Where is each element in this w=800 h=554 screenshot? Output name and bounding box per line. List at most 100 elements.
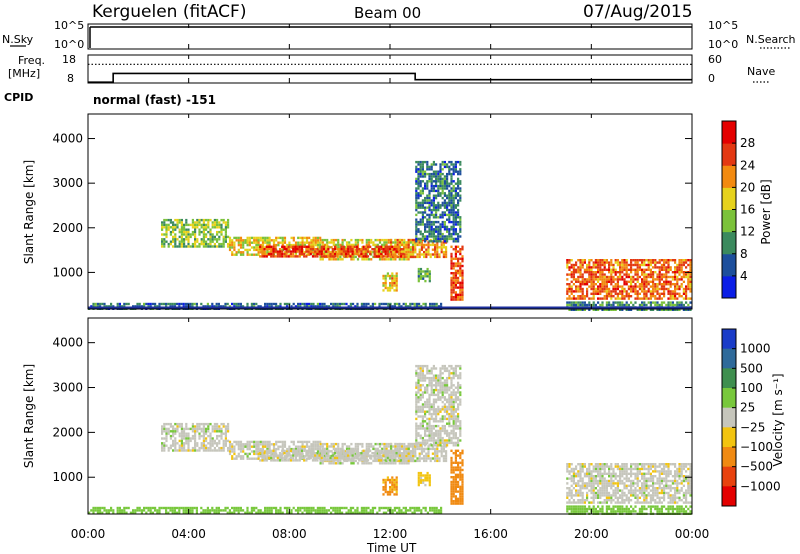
velocity-cell (384, 452, 387, 455)
velocity-cell (643, 467, 646, 471)
velocity-cell (310, 443, 313, 446)
velocity-cell (218, 434, 221, 438)
power-cell (454, 218, 457, 221)
power-cell (417, 272, 420, 276)
velocity-cell (185, 449, 188, 452)
power-cell (213, 223, 216, 227)
power-cell (448, 160, 451, 164)
velocity-cell (327, 452, 330, 455)
velocity-cell (191, 446, 194, 450)
velocity-cell (213, 427, 216, 431)
velocity-cell (276, 459, 279, 462)
power-cell (448, 237, 451, 241)
power-cell (459, 274, 462, 277)
velocity-cell (616, 484, 619, 487)
velocity-cell (270, 449, 273, 452)
power-cell (424, 175, 427, 178)
power-cell (605, 301, 608, 304)
velocity-cell (570, 491, 573, 495)
power-cell (459, 296, 462, 299)
velocity-cell (277, 440, 280, 444)
power-cell (445, 250, 448, 254)
power-cell (669, 266, 672, 269)
velocity-cell (616, 499, 619, 502)
velocity-cell (255, 452, 258, 456)
velocity-cell (436, 457, 439, 460)
power-cell (189, 245, 192, 248)
power-cell (376, 243, 379, 247)
velocity-cell (353, 456, 356, 460)
power-cell (649, 308, 652, 311)
power-cell (459, 225, 462, 229)
power-cell (450, 264, 453, 268)
power-cell (430, 240, 433, 243)
power-cell (621, 301, 624, 304)
power-cell (436, 246, 439, 249)
power-cell (160, 302, 163, 306)
power-cell (634, 273, 637, 276)
power-cell (257, 243, 260, 247)
power-cell (575, 308, 578, 311)
velocity-cell (634, 496, 637, 499)
power-cell (461, 281, 464, 284)
power-cell (428, 208, 431, 212)
power-cell (407, 238, 410, 242)
velocity-cell (209, 449, 212, 452)
power-cell (322, 252, 326, 256)
power-cell (452, 240, 455, 243)
power-cell (178, 230, 181, 234)
velocity-cell (608, 479, 611, 483)
power-cell (227, 245, 230, 248)
velocity-cell (588, 482, 591, 485)
power-cell (281, 245, 284, 248)
power-cell (412, 246, 415, 249)
power-cell (367, 302, 370, 306)
velocity-cell (331, 452, 334, 455)
velocity-cell (459, 473, 462, 476)
velocity-cell (163, 449, 166, 452)
power-cell (634, 261, 637, 264)
velocity-cell (641, 484, 644, 487)
power-cell (424, 170, 427, 173)
power-cell (355, 245, 359, 248)
velocity-cell (289, 449, 293, 452)
velocity-cell (457, 454, 460, 457)
power-cell (382, 248, 385, 251)
power-cell (441, 192, 444, 195)
power-cell (461, 291, 464, 294)
power-cell (421, 163, 424, 166)
velocity-cell (327, 459, 330, 462)
velocity-cell (330, 462, 333, 465)
velocity-cell (321, 447, 324, 451)
power-cell (446, 206, 449, 209)
power-cell (437, 204, 440, 207)
y-tick-label: 1000 (52, 265, 83, 279)
velocity-cell (409, 450, 412, 453)
velocity-cell (348, 445, 351, 448)
power-cell (409, 255, 412, 259)
velocity-cell (590, 484, 593, 487)
power-cell (222, 240, 225, 243)
velocity-cell (412, 445, 415, 448)
velocity-cell (438, 457, 441, 460)
power-cell (373, 250, 376, 253)
power-cell (443, 235, 446, 238)
velocity-cell (278, 456, 282, 460)
power-cell (303, 302, 306, 306)
velocity-cell (344, 456, 348, 460)
power-cell (218, 235, 221, 239)
power-cell (270, 245, 273, 248)
power-cell (457, 204, 460, 207)
power-cell (568, 295, 571, 298)
power-cell (233, 305, 236, 308)
power-cell (603, 261, 606, 264)
power-cell (443, 237, 446, 241)
velocity-cell (630, 482, 633, 485)
velocity-cell (570, 477, 573, 480)
power-cell (279, 241, 282, 244)
power-cell (448, 213, 451, 217)
power-cell (457, 257, 460, 260)
power-cell (678, 308, 681, 311)
power-cell (459, 272, 462, 275)
power-cell (459, 172, 462, 176)
